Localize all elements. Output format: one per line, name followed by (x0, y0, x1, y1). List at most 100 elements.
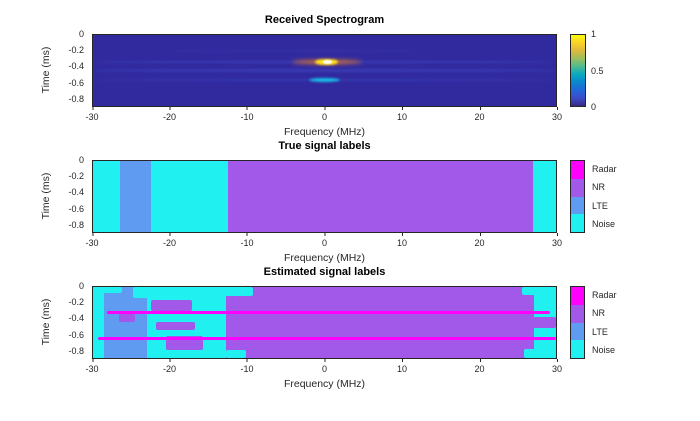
plot-title: True signal labels (278, 140, 371, 152)
legend-swatch-nr (571, 178, 584, 197)
x-axis-label: Frequency (MHz) (283, 378, 366, 390)
patch-radar (97, 336, 556, 341)
panel-received-spectrogram: Received Spectrogram Time (ms) 0 -0.2 -0.4… (0, 14, 700, 154)
x-tick-label: 10 (396, 233, 407, 248)
x-tick-label: 10 (396, 107, 407, 122)
legend-label: Radar (592, 164, 617, 175)
spectrogram-heatmap (92, 34, 557, 107)
x-tick-label: 0 (321, 233, 328, 248)
x-tick-label: 0 (321, 359, 328, 374)
plot-title: Estimated signal labels (263, 266, 386, 278)
colorbar-tick-label: 0.5 (591, 65, 604, 76)
patch-radar (106, 310, 550, 315)
x-tick-label: 20 (474, 107, 485, 122)
x-tick-labels: -30 -20 -10 0 10 20 30 (85, 107, 562, 122)
y-tick-label: 0 (78, 29, 84, 39)
legend-swatch-noise (571, 214, 584, 232)
x-tick-label: 20 (474, 359, 485, 374)
spectrogram-feature (322, 60, 333, 64)
segment-noise (532, 161, 556, 232)
panel-estimated-labels: Estimated signal labels Time (ms) 0 -0.2-… (0, 266, 700, 406)
patch-nr (156, 321, 195, 331)
spectrogram-feature (309, 77, 340, 82)
true-labels-heatmap (92, 160, 557, 233)
legend-swatch-nr (571, 304, 584, 323)
y-tick-labels: 0 -0.2 -0.4 -0.6 -0.8 (0, 281, 89, 359)
y-tick-label: -0.4 (68, 187, 84, 198)
legend-labels: Radar NR LTE Noise (589, 286, 631, 359)
segment-noise (93, 287, 104, 358)
estimated-labels-heatmap (92, 286, 557, 359)
y-tick-label: 0 (78, 155, 84, 165)
segment-noise (150, 161, 229, 232)
x-tick-labels: -30 -20 -10 0 10 20 30 (85, 233, 562, 248)
legend-labels: Radar NR LTE Noise (589, 160, 631, 233)
y-tick-label: -0.2 (68, 45, 84, 56)
y-tick-label: -0.2 (68, 171, 84, 182)
y-tick-label: -0.4 (68, 61, 84, 72)
legend-colorbar (570, 286, 585, 359)
legend-swatch-radar (571, 287, 584, 305)
legend-swatch-lte (571, 196, 584, 215)
colorbar (570, 34, 586, 107)
x-tick-label: 20 (474, 233, 485, 248)
y-tick-label: -0.6 (68, 329, 84, 340)
x-tick-label: 0 (321, 107, 328, 122)
y-tick-label: -0.8 (68, 93, 84, 104)
patch-noise (522, 287, 556, 295)
legend-colorbar (570, 160, 585, 233)
patch-noise (225, 350, 246, 358)
plot-title: Received Spectrogram (264, 14, 385, 26)
y-tick-label: 0 (78, 281, 84, 291)
x-tick-label: -10 (240, 107, 254, 122)
legend-swatch-lte (571, 322, 584, 341)
colorbar-tick-label: 0 (591, 102, 597, 112)
segment-lte (120, 161, 151, 232)
patch-noise (523, 348, 556, 358)
colorbar-tick-label: 1 (591, 29, 597, 39)
colorbar-tick-labels: 0 0.5 1 (588, 29, 614, 112)
segment-nr (225, 287, 535, 358)
x-tick-label: -30 (85, 107, 99, 122)
x-axis-label: Frequency (MHz) (283, 252, 366, 264)
legend-label: Noise (592, 218, 616, 229)
x-tick-label: -10 (240, 359, 254, 374)
x-tick-label: -20 (162, 233, 176, 248)
patch-noise (222, 287, 254, 297)
y-tick-label: -0.8 (68, 219, 84, 230)
x-tick-label: -10 (240, 233, 254, 248)
x-tick-label: -20 (162, 359, 176, 374)
legend-label: Noise (592, 344, 616, 355)
legend-label: NR (592, 308, 605, 319)
panel-true-labels: True signal labels Time (ms) 0 -0.2 -0.4 -0… (0, 140, 700, 280)
y-tick-label: -0.6 (68, 77, 84, 88)
legend-swatch-noise (571, 340, 584, 358)
x-tick-label: 30 (551, 107, 563, 122)
legend-label: Radar (592, 290, 617, 301)
y-tick-label: -0.4 (68, 313, 84, 324)
segment-nr (228, 161, 533, 232)
x-tick-labels: -30 -20 -10 0 10 20 30 (85, 359, 562, 374)
legend-label: NR (592, 182, 605, 193)
x-tick-label: 30 (551, 233, 563, 248)
x-tick-label: -20 (162, 107, 176, 122)
y-tick-labels: 0 -0.2 -0.4 -0.6 -0.8 (0, 29, 89, 107)
x-tick-label: -30 (85, 233, 99, 248)
y-tick-label: -0.6 (68, 203, 84, 214)
segment-noise (93, 161, 120, 232)
legend-label: LTE (592, 326, 608, 337)
x-axis-label: Frequency (MHz) (283, 126, 366, 138)
patch-nr (150, 299, 192, 311)
spectrogram-feature (93, 69, 556, 72)
x-tick-label: 10 (396, 359, 407, 374)
legend-swatch-radar (571, 161, 584, 179)
y-tick-label: -0.8 (68, 345, 84, 356)
x-tick-label: -30 (85, 359, 99, 374)
legend-label: LTE (592, 200, 608, 211)
patch-noise (93, 287, 122, 294)
segment-lte (103, 287, 147, 358)
y-tick-labels: 0 -0.2 -0.4 -0.6 -0.8 (0, 155, 89, 233)
patch-noise (133, 287, 151, 299)
x-tick-label: 30 (551, 359, 563, 374)
